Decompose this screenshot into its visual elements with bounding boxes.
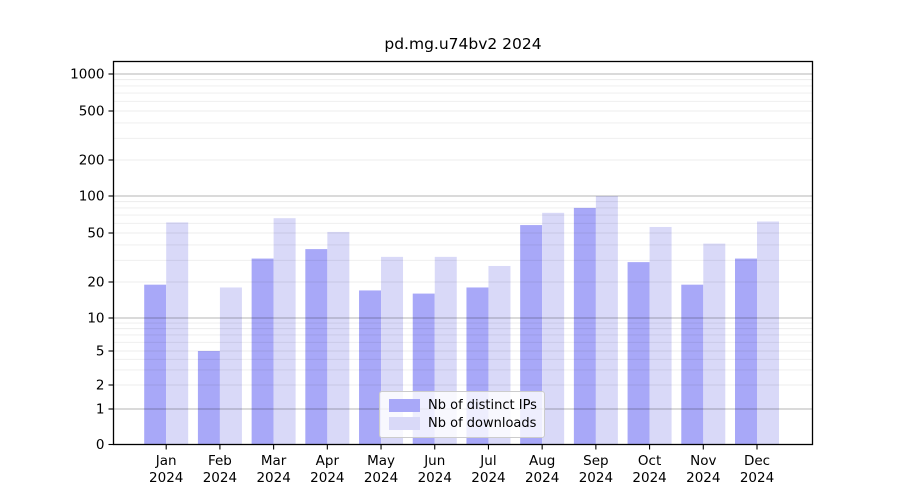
x-tick-label-year: 2024 <box>471 470 505 486</box>
x-tick-label-month: Jan <box>155 453 177 469</box>
bar-ips-apr <box>305 249 328 445</box>
x-tick-label-month: May <box>367 453 395 469</box>
x-tick-label-year: 2024 <box>310 470 344 486</box>
x-tick-label-year: 2024 <box>149 470 183 486</box>
legend-label-distinct-ips: Nb of distinct IPs <box>428 398 537 413</box>
bar-downloads-apr <box>327 231 350 445</box>
legend-item-distinct-ips: Nb of distinct IPs <box>389 398 544 413</box>
x-tick-label-month: Mar <box>261 453 287 469</box>
x-tick-label-year: 2024 <box>579 470 613 486</box>
x-tick-label-year: 2024 <box>740 470 774 486</box>
x-tick-label-year: 2024 <box>525 470 559 486</box>
y-tick-label: 100 <box>79 189 105 205</box>
x-tick-label-month: Sep <box>583 453 608 469</box>
legend-swatch-downloads <box>389 417 420 430</box>
x-tick-label-year: 2024 <box>686 470 720 486</box>
bar-ips-mar <box>251 258 274 445</box>
bar-downloads-aug <box>542 212 565 445</box>
y-tick-label: 50 <box>87 226 104 242</box>
bar-downloads-nov <box>703 243 726 445</box>
x-tick-label-month: Apr <box>316 453 340 469</box>
bar-ips-aug <box>520 225 543 445</box>
x-tick-label-month: Dec <box>744 453 770 469</box>
bar-downloads-dec <box>757 221 779 445</box>
x-tick-label-month: Jun <box>423 453 445 469</box>
x-tick-label-year: 2024 <box>203 470 237 486</box>
y-tick-label: 10 <box>87 311 104 327</box>
x-tick-label-year: 2024 <box>364 470 398 486</box>
y-tick-label: 1 <box>96 402 105 418</box>
bar-ips-nov <box>681 284 704 445</box>
y-tick-label: 200 <box>79 153 105 169</box>
bar-ips-dec <box>735 258 757 445</box>
legend-label-downloads: Nb of downloads <box>428 416 537 431</box>
x-tick-label-year: 2024 <box>256 470 290 486</box>
x-tick-label-year: 2024 <box>418 470 452 486</box>
legend: Nb of distinct IPs Nb of downloads <box>379 391 545 438</box>
bar-ips-jan <box>144 284 167 445</box>
y-tick-label: 0 <box>96 437 105 453</box>
legend-swatch-distinct-ips <box>389 399 420 412</box>
chart-title: pd.mg.u74bv2 2024 <box>384 35 542 53</box>
x-tick-label-month: Feb <box>208 453 232 469</box>
y-tick-label: 20 <box>87 275 104 291</box>
bar-downloads-feb <box>219 287 242 445</box>
bar-downloads-oct <box>649 226 672 445</box>
x-tick-label-year: 2024 <box>632 470 666 486</box>
x-tick-label-month: Jul <box>479 453 496 469</box>
bar-downloads-jan <box>166 222 189 445</box>
x-tick-label-month: Aug <box>529 453 555 469</box>
bar-ips-sep <box>573 207 596 445</box>
legend-item-downloads: Nb of downloads <box>389 416 544 431</box>
bar-ips-feb <box>197 351 220 445</box>
x-tick-label-month: Nov <box>690 453 716 469</box>
y-tick-label: 2 <box>96 378 105 394</box>
bar-downloads-mar <box>273 218 296 445</box>
y-tick-label: 5 <box>96 344 105 360</box>
x-tick-label-month: Oct <box>638 453 661 469</box>
bar-ips-oct <box>627 262 650 445</box>
bar-ips-may <box>359 290 382 445</box>
y-tick-label: 500 <box>79 104 105 120</box>
y-tick-label: 1000 <box>70 67 104 83</box>
bar-downloads-sep <box>595 196 618 445</box>
plot-border <box>112 60 814 446</box>
